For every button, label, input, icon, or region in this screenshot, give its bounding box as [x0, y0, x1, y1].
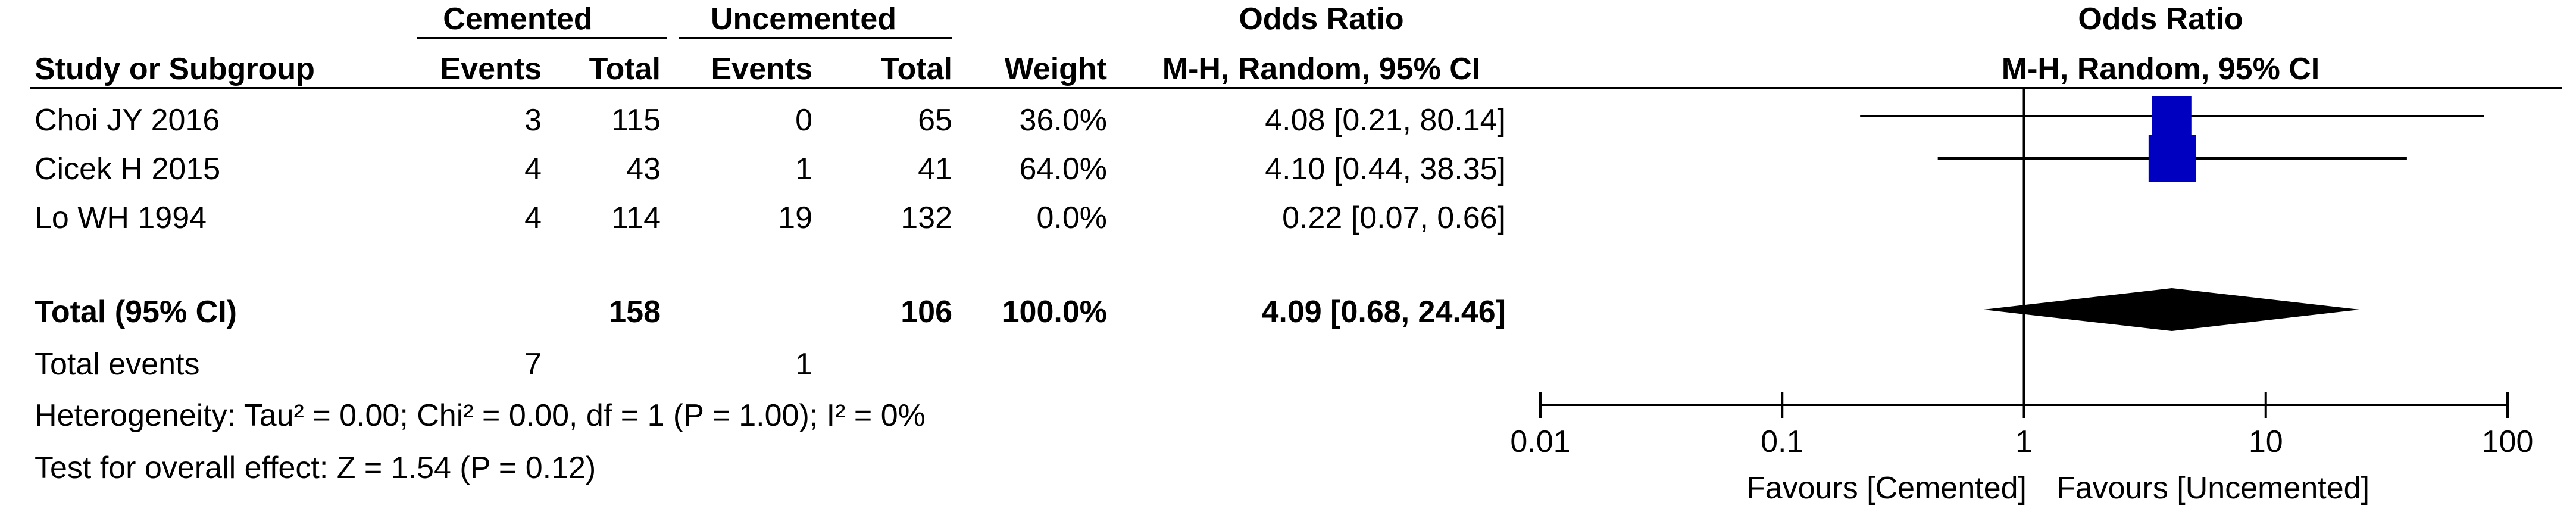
plot-marks	[1860, 96, 2484, 331]
events1-sum: 7	[524, 347, 542, 382]
total1-cell: 115	[611, 103, 661, 138]
ci-cell: 4.08 [0.21, 80.14]	[1265, 103, 1506, 138]
tick-label: 10	[2248, 425, 2283, 459]
overall-effect-text: Test for overall effect: Z = 1.54 (P = 0…	[35, 451, 596, 485]
events2-cell: 1	[795, 152, 812, 186]
weight-header: Weight	[1004, 52, 1107, 86]
total1-sum: 158	[609, 295, 661, 329]
plot-method-header: M-H, Random, 95% CI	[2001, 52, 2320, 86]
events1-cell: 4	[524, 152, 542, 186]
study-name: Choi JY 2016	[35, 103, 220, 138]
events1-header: Events	[440, 52, 542, 86]
total-weight: 100.0%	[1002, 295, 1107, 329]
events-label: Total events	[35, 347, 200, 382]
weight-cell: 0.0%	[1036, 201, 1107, 235]
total2-header: Total	[880, 52, 952, 86]
study-col-header: Study or Subgroup	[35, 52, 315, 86]
group2-underline	[679, 37, 952, 39]
study-square	[2152, 96, 2192, 136]
ci-cell: 0.22 [0.07, 0.66]	[1282, 201, 1506, 235]
favours-right-label: Favours [Uncemented]	[2056, 471, 2370, 505]
tick-label: 0.01	[1510, 425, 1571, 459]
heterogeneity-text: Heterogeneity: Tau² = 0.00; Chi² = 0.00,…	[35, 398, 926, 433]
study-name: Cicek H 2015	[35, 152, 221, 186]
weight-cell: 64.0%	[1019, 152, 1107, 186]
header-rule	[30, 87, 2562, 89]
total-ci: 4.09 [0.68, 24.46]	[1261, 295, 1506, 329]
weight-cell: 36.0%	[1019, 103, 1107, 138]
ci-cell: 4.10 [0.44, 38.35]	[1265, 152, 1506, 186]
events1-cell: 4	[524, 201, 542, 235]
total1-header: Total	[589, 52, 661, 86]
total1-cell: 114	[611, 201, 661, 235]
study-square	[2148, 135, 2196, 182]
group1-underline	[417, 37, 667, 39]
or-header: Odds Ratio	[1239, 2, 1404, 36]
group2-header: Uncemented	[710, 2, 897, 36]
events2-cell: 0	[795, 103, 812, 138]
plot-header: Odds Ratio	[2078, 2, 2243, 36]
tick-label: 0.1	[1761, 425, 1804, 459]
study-name: Lo WH 1994	[35, 201, 207, 235]
events2-header: Events	[711, 52, 812, 86]
events2-sum: 1	[795, 347, 812, 382]
total2-cell: 65	[918, 103, 952, 138]
group1-header: Cemented	[443, 2, 593, 36]
favours-left-label: Favours [Cemented]	[1746, 471, 2027, 505]
total-label: Total (95% CI)	[35, 295, 237, 329]
tick-label: 1	[2015, 425, 2033, 459]
method-header: M-H, Random, 95% CI	[1162, 52, 1481, 86]
total2-sum: 106	[901, 295, 952, 329]
total1-cell: 43	[626, 152, 661, 186]
events1-cell: 3	[524, 103, 542, 138]
x-axis-ticks	[1539, 392, 2509, 418]
tick-label: 100	[2481, 425, 2534, 459]
pooled-diamond	[1983, 288, 2360, 331]
total2-cell: 132	[901, 201, 952, 235]
total2-cell: 41	[918, 152, 952, 186]
events2-cell: 19	[778, 201, 812, 235]
